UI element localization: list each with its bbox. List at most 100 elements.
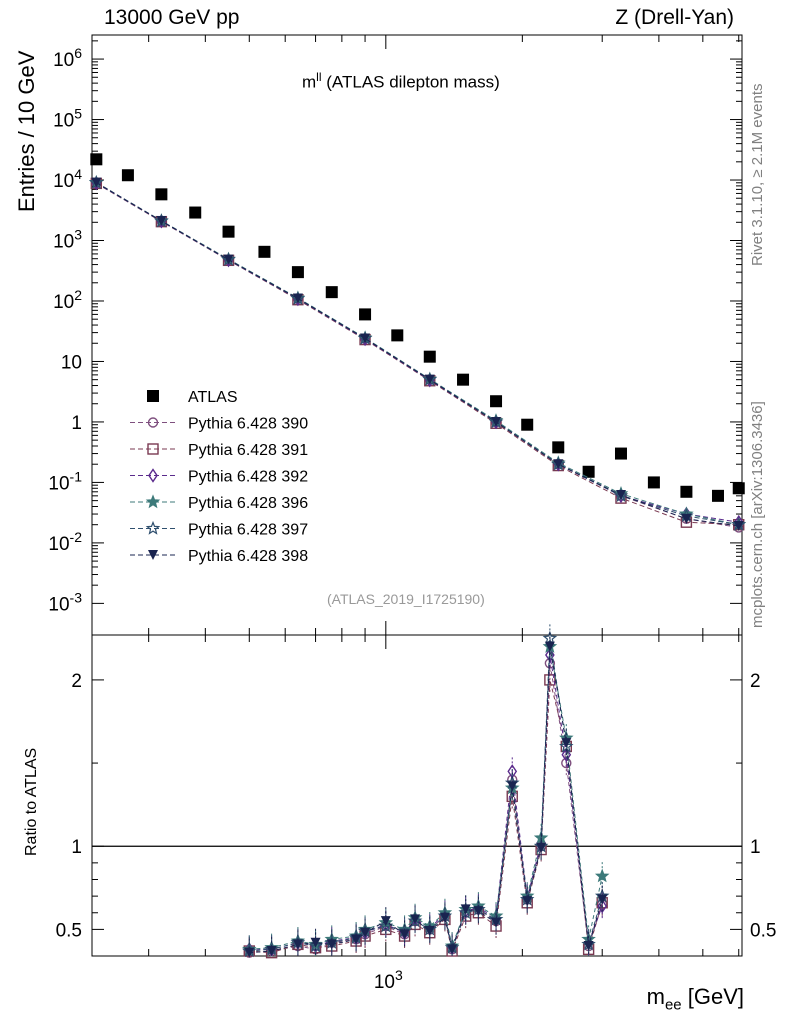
- ratio-y-tick-label-right: 2: [750, 671, 761, 692]
- ratio-point: [410, 914, 421, 925]
- ratio-series-line: [249, 679, 603, 954]
- main-panel: 10-3 10-2 10-1 1 10 102 103 104 105 106: [48, 34, 747, 636]
- ratio-point: [351, 934, 362, 945]
- data-point: [359, 308, 372, 321]
- ratio-series-1: [243, 665, 608, 959]
- ratio-point: [561, 738, 572, 749]
- data-point: [614, 447, 627, 460]
- legend: ATLAS Pythia 6.428 390 Pythia 6.428 391 Pyt…: [130, 389, 308, 565]
- legend-marker: [145, 494, 161, 509]
- ratio-point: [597, 894, 608, 905]
- ratio-point: [244, 947, 255, 958]
- ratio-y-axis-label: Ratio to ATLAS: [23, 747, 40, 856]
- ratio-point: [491, 917, 502, 928]
- data-point: [490, 395, 503, 408]
- ratio-point: [439, 912, 450, 923]
- data-point: [258, 245, 271, 258]
- data-point: [121, 169, 134, 182]
- legend-label: ATLAS: [188, 389, 238, 406]
- ratio-point: [360, 927, 371, 938]
- data-point: [91, 177, 102, 188]
- energy-label: 13000 GeV pp: [104, 6, 240, 29]
- ratio-point: [308, 938, 323, 953]
- x-axis-label-unit: [GeV]: [681, 984, 744, 1009]
- ratio-point: [536, 842, 547, 853]
- data-point: [391, 329, 404, 342]
- data-point: [222, 225, 235, 238]
- ratio-series-2: [244, 640, 608, 957]
- legend-marker: [147, 390, 159, 402]
- x-axis-label-base: m: [646, 984, 665, 1009]
- ratio-y-tick-label: 1: [71, 837, 82, 858]
- data-point: [223, 254, 234, 265]
- legend-label: Pythia 6.428 397: [188, 522, 308, 539]
- ratio-point: [266, 946, 277, 957]
- legend-marker: [148, 468, 158, 483]
- data-point: [521, 418, 534, 431]
- ratio-point: [447, 944, 458, 955]
- plot-title-sup: ll: [316, 70, 322, 84]
- ratio-series-0: [244, 649, 608, 958]
- series-0: [90, 153, 745, 502]
- ratio-series-line: [249, 663, 603, 954]
- rivet-version: Rivet 3.1.10, ≥ 2.1M events: [749, 83, 766, 267]
- ratio-point: [544, 674, 556, 686]
- y-tick-label: 10-3: [48, 589, 82, 615]
- legend-marker: [147, 417, 159, 428]
- legend-label: Pythia 6.428 392: [188, 469, 308, 486]
- ratio-point: [326, 939, 337, 950]
- ratio-point: [399, 929, 410, 940]
- ratio-point: [292, 939, 303, 950]
- legend-label: Pythia 6.428 390: [188, 416, 308, 433]
- ratio-panel: 103 0.5 0.5 1 1 2 2: [56, 624, 776, 993]
- ratio-point: [424, 926, 435, 937]
- ratio-point: [380, 916, 391, 927]
- y-tick-label: 104: [53, 166, 82, 192]
- ratio-y-tick-label-right: 1: [750, 837, 761, 858]
- x-axis-label: mee [GeV]: [647, 984, 744, 1013]
- analysis-id: (ATLAS_2019_I1725190): [327, 591, 485, 607]
- legend-marker: [145, 520, 161, 535]
- ratio-series-line: [249, 646, 603, 950]
- ratio-y-tick-label: 2: [71, 671, 82, 692]
- data-point: [553, 459, 564, 470]
- y-tick-label: 10: [61, 352, 82, 373]
- data-point: [90, 153, 103, 166]
- ratio-y-tick-label-right: 0.5: [750, 920, 776, 941]
- legend-marker: [147, 443, 159, 455]
- data-point: [155, 188, 168, 201]
- ratio-point: [460, 904, 471, 915]
- legend-label: Pythia 6.428 391: [188, 442, 308, 459]
- data-point: [424, 374, 435, 385]
- x-axis-label-sub: ee: [664, 996, 682, 1014]
- ratio-point: [561, 747, 572, 763]
- data-point: [491, 416, 502, 427]
- legend-label: Pythia 6.428 396: [188, 495, 308, 512]
- ratio-series-5: [244, 632, 608, 958]
- ratio-point: [594, 868, 610, 883]
- data-point: [681, 513, 692, 524]
- y-tick-label: 1: [71, 413, 82, 434]
- data-point: [423, 350, 436, 363]
- plot-title-prefix: m: [302, 72, 317, 92]
- x-tick-label: 103: [374, 967, 403, 993]
- ratio-point: [473, 906, 484, 917]
- data-point: [156, 216, 167, 227]
- data-point: [732, 482, 745, 495]
- legend-marker: [148, 550, 158, 560]
- plot-title: mll (ATLAS dilepton mass): [302, 70, 500, 93]
- y-tick-label: 105: [53, 106, 82, 132]
- main-frame-border: [91, 34, 743, 636]
- data-point: [291, 266, 304, 279]
- ratio-series-line: [249, 646, 603, 954]
- y-tick-label: 102: [53, 287, 82, 313]
- y-tick-label: 103: [53, 227, 82, 253]
- legend-label: Pythia 6.428 398: [188, 548, 308, 565]
- y-tick-label: 10-1: [48, 468, 82, 494]
- y-axis-label: Entries / 10 GeV: [14, 50, 39, 212]
- data-point: [292, 293, 303, 304]
- data-point: [615, 489, 626, 500]
- ratio-point: [507, 781, 518, 792]
- data-point: [647, 476, 660, 489]
- ratio-point: [583, 941, 594, 952]
